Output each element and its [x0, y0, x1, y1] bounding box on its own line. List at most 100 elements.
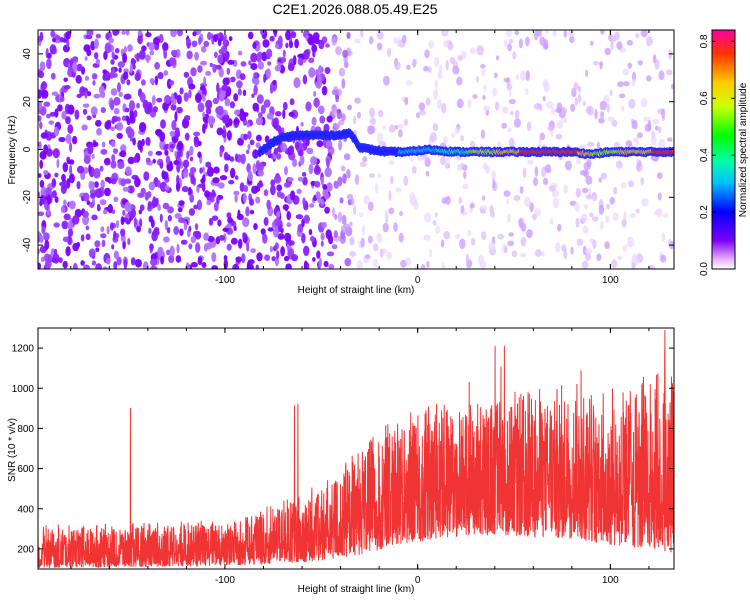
noise-dot: [362, 156, 368, 163]
noise-dot: [335, 46, 342, 56]
noise-dot: [598, 177, 602, 183]
noise-dot: [379, 248, 384, 258]
noise-dot: [153, 227, 160, 233]
noise-dot: [314, 181, 321, 188]
noise-dot: [596, 141, 601, 151]
noise-dot: [205, 161, 212, 168]
noise-dot: [183, 92, 189, 102]
noise-dot: [527, 159, 534, 165]
noise-dot: [561, 244, 567, 252]
noise-dot: [539, 36, 546, 46]
noise-dot: [297, 176, 304, 182]
noise-dot: [353, 115, 357, 125]
noise-dot: [360, 30, 364, 38]
noise-dot: [454, 126, 460, 134]
noise-dot: [294, 141, 300, 151]
noise-dot: [108, 37, 114, 44]
noise-dot: [246, 163, 251, 173]
noise-dot: [388, 124, 396, 133]
noise-dot: [261, 51, 268, 62]
noise-dot: [604, 241, 610, 250]
y-tick-label: 1000: [12, 384, 35, 395]
noise-dot: [62, 236, 69, 243]
noise-dot: [526, 229, 533, 239]
noise-dot: [312, 257, 316, 262]
noise-dot: [102, 209, 108, 215]
noise-dot: [441, 103, 447, 114]
noise-dot: [542, 79, 549, 89]
noise-dot: [190, 67, 197, 77]
noise-dot: [574, 97, 579, 106]
noise-dot: [226, 67, 230, 75]
noise-dot: [100, 233, 107, 239]
noise-dot: [182, 170, 189, 179]
noise-dot: [570, 246, 574, 255]
noise-dot: [308, 57, 315, 63]
noise-dot: [219, 175, 228, 181]
noise-dot: [620, 182, 627, 189]
noise-dot: [483, 105, 491, 112]
y-tick-label: 800: [17, 424, 34, 435]
noise-dot: [627, 236, 634, 244]
spectrogram-panel: -100 0 100 -40 -20 0 20 40 Height of straight …: [7, 29, 675, 296]
noise-dot: [134, 177, 141, 188]
noise-dot: [450, 132, 456, 138]
noise-dot: [184, 115, 191, 121]
noise-dot: [122, 52, 128, 64]
noise-dot: [449, 57, 456, 64]
noise-dot: [346, 32, 351, 39]
noise-dot: [491, 170, 496, 181]
noise-dot: [320, 240, 324, 247]
noise-dot: [263, 189, 269, 197]
noise-dot: [643, 116, 651, 122]
noise-dot: [276, 184, 283, 192]
noise-dot: [45, 131, 53, 141]
noise-dot: [301, 172, 307, 177]
noise-dot: [418, 102, 426, 111]
noise-dot: [210, 196, 215, 203]
noise-dot: [147, 201, 152, 210]
noise-dot: [583, 169, 589, 178]
noise-dot: [492, 178, 496, 189]
noise-dot: [582, 225, 589, 234]
noise-dot: [433, 89, 439, 100]
noise-dot: [501, 122, 508, 129]
noise-dot: [287, 62, 295, 72]
noise-dot: [283, 182, 291, 188]
noise-dot: [133, 109, 138, 118]
noise-dot: [398, 123, 404, 129]
noise-dot: [293, 77, 301, 89]
noise-dot: [309, 203, 315, 208]
spectrogram-y-ticks: -40 -20 0 20 40: [22, 48, 674, 252]
noise-dot: [482, 195, 486, 201]
noise-dot: [654, 59, 660, 70]
noise-dot: [600, 30, 605, 35]
noise-dot: [574, 201, 580, 212]
noise-dot: [557, 223, 562, 232]
noise-dot: [580, 213, 588, 223]
noise-dot: [507, 213, 511, 223]
noise-dot: [110, 59, 115, 65]
noise-dot: [136, 102, 140, 109]
noise-dot: [437, 71, 443, 80]
noise-dot: [320, 232, 325, 241]
noise-dot: [302, 197, 306, 207]
noise-dot: [177, 207, 183, 213]
noise-dot: [661, 232, 666, 242]
noise-dot: [80, 234, 85, 242]
noise-dot: [234, 109, 241, 116]
noise-dot: [303, 245, 310, 256]
noise-dot: [251, 93, 255, 98]
noise-dot: [127, 156, 135, 165]
noise-dot: [369, 107, 375, 118]
noise-dot: [61, 110, 67, 120]
noise-dot: [157, 72, 164, 80]
noise-dot: [148, 181, 156, 191]
noise-dot: [534, 207, 541, 217]
noise-dot: [320, 198, 325, 206]
noise-dot: [88, 248, 96, 258]
noise-dot: [248, 198, 255, 206]
noise-dot: [41, 81, 48, 90]
noise-dot: [551, 107, 556, 115]
noise-dot: [257, 170, 264, 177]
